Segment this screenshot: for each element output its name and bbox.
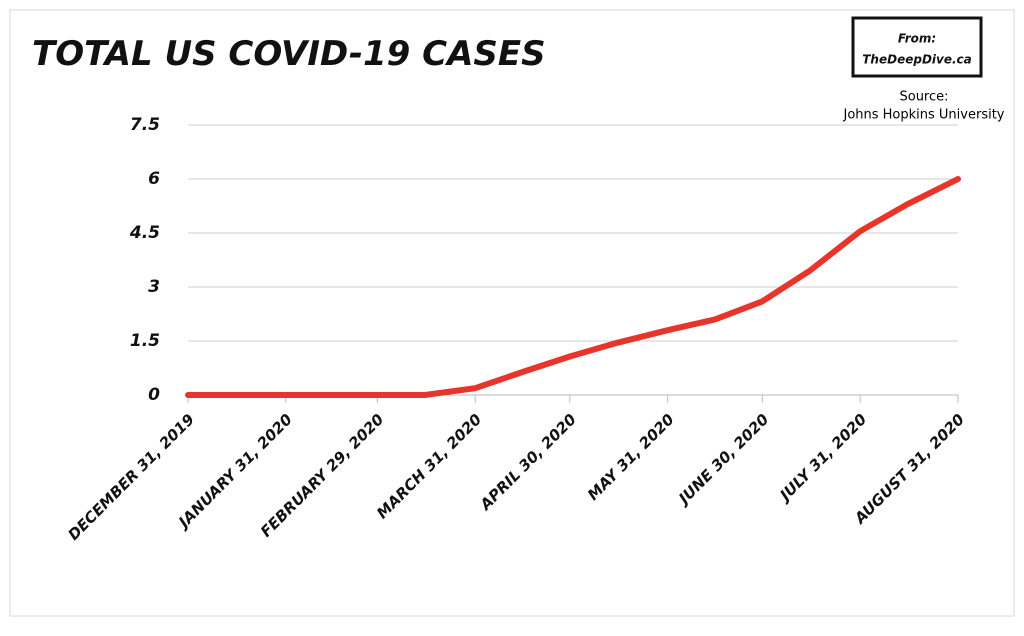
source-label: Source:: [899, 90, 948, 105]
badge-site: TheDeepDive.ca: [862, 53, 972, 67]
badge-from: From:: [898, 32, 936, 46]
y-tick-label: 1.5: [130, 331, 160, 351]
y-tick-label: 6: [148, 169, 160, 189]
source-name: Johns Hopkins University: [842, 108, 1004, 123]
chart-frame: [9, 9, 1015, 617]
y-tick-label: 4.5: [129, 223, 160, 243]
y-tick-label: 7.5: [130, 115, 160, 135]
y-tick-label: 0: [148, 385, 160, 405]
badge: [851, 16, 983, 78]
data-line: [185, 176, 961, 398]
y-tick-label: 3: [148, 277, 160, 297]
chart-title: Total US COVID-19 Cases: [32, 34, 546, 74]
